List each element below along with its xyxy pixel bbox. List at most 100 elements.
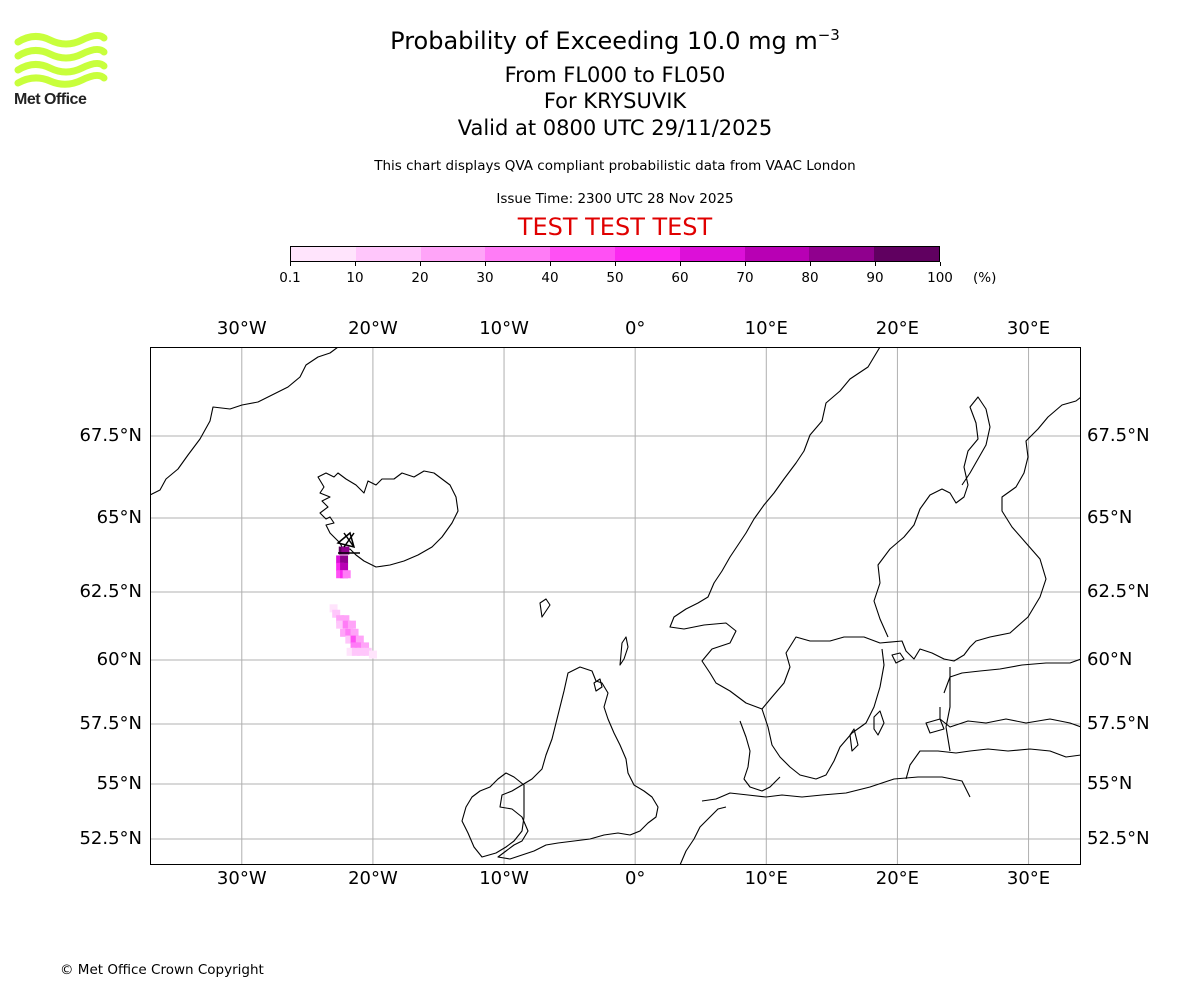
coastline-estonia	[939, 707, 1081, 728]
plume-cell	[346, 647, 355, 656]
longitude-label-bottom: 20°E	[875, 868, 920, 889]
logo-wave-1	[14, 31, 108, 48]
plume-cell	[350, 635, 359, 644]
valid-time: Valid at 0800 UTC 29/11/2025	[457, 116, 773, 140]
plume-cell	[336, 615, 345, 624]
colorbar-tick	[680, 262, 681, 266]
plume-cell	[350, 642, 359, 651]
colorbar-tick-label: 20	[411, 270, 429, 286]
chart-title: Probability of Exceeding 10.0 mg m−3	[390, 26, 840, 55]
coastline-low-countries	[679, 806, 727, 865]
logo-text: Met Office	[14, 91, 87, 108]
test-banner: TEST TEST TEST	[517, 213, 713, 241]
coastline-lithuania	[905, 748, 1081, 780]
latitude-label-right: 60°N	[1087, 649, 1133, 670]
coastline-shetland	[619, 636, 629, 666]
colorbar-tick	[875, 262, 876, 266]
plume-cell	[355, 642, 364, 651]
colorbar-segment	[679, 247, 745, 261]
plume-cell	[340, 628, 349, 637]
plume-cell	[351, 647, 360, 656]
latitude-label-right: 52.5°N	[1087, 828, 1150, 849]
plume-cell	[340, 562, 349, 571]
plume-cell	[363, 647, 372, 656]
colorbar-tick-label: 90	[866, 270, 884, 286]
plume-cell	[332, 609, 341, 618]
plume-cell	[357, 647, 366, 656]
coastline-gulf-of-bothnia	[873, 396, 991, 638]
logo-wave-2	[14, 45, 108, 62]
plume-cell	[345, 628, 354, 637]
coastline-germany-poland	[701, 776, 971, 802]
latitude-label-right: 65°N	[1087, 507, 1133, 528]
longitude-label-top: 0°	[624, 318, 646, 339]
coastline-denmark	[739, 720, 781, 792]
logo-wave-3	[14, 59, 108, 76]
colorbar-segment	[550, 247, 615, 261]
colorbar-segment	[809, 247, 875, 261]
colorbar-unit: (%)	[973, 270, 997, 286]
coastline-aland	[891, 652, 905, 664]
colorbar-tick	[810, 262, 811, 266]
colorbar-tick-label: 0.1	[279, 270, 301, 286]
longitude-label-top: 30°E	[1006, 318, 1051, 339]
plume-cell	[340, 555, 349, 564]
flight-level-range: From FL000 to FL050	[504, 63, 726, 87]
source-cross	[338, 532, 360, 554]
met-office-logo	[14, 31, 108, 88]
colorbar-tick-label: 60	[671, 270, 689, 286]
plume-cell	[342, 620, 351, 629]
coastline-faroe-islands	[539, 598, 551, 618]
longitude-label-bottom: 10°E	[744, 868, 788, 889]
longitude-label-bottom: 30°E	[1006, 868, 1051, 889]
coastline-great-britain	[497, 666, 659, 860]
longitude-label-bottom: 30°W	[216, 868, 267, 889]
copyright-notice: © Met Office Crown Copyright	[60, 962, 264, 978]
latitude-label-right: 62.5°N	[1087, 581, 1150, 602]
colorbar-segment	[420, 247, 486, 261]
longitude-label-top: 10°W	[479, 318, 529, 339]
colorbar-tick	[940, 262, 941, 266]
plume-cell	[342, 570, 351, 579]
plume-cell	[355, 635, 364, 644]
latitude-label-left: 62.5°N	[79, 581, 142, 602]
colorbar-tick-label: 100	[927, 270, 953, 286]
ash-probability-plume	[329, 546, 377, 659]
latitude-label-left: 52.5°N	[79, 828, 142, 849]
coastline-sweden-south	[761, 648, 885, 780]
colorbar-tick-label: 40	[541, 270, 559, 286]
latitude-label-left: 67.5°N	[79, 425, 142, 446]
colorbar-tick-label: 80	[801, 270, 819, 286]
disclaimer-text: This chart displays QVA compliant probab…	[374, 158, 856, 174]
latitude-label-left: 65°N	[96, 507, 142, 528]
colorbar-segment	[485, 247, 551, 261]
coastlines	[150, 347, 1081, 865]
colorbar-tick	[745, 262, 746, 266]
latitude-label-right: 67.5°N	[1087, 425, 1150, 446]
longitude-label-bottom: 10°W	[479, 868, 529, 889]
colorbar-tick-label: 10	[346, 270, 364, 286]
colorbar-segment	[355, 247, 421, 261]
latitude-label-left: 57.5°N	[79, 713, 142, 734]
coastline-orkney	[593, 678, 603, 692]
coastline-scandinavia	[669, 347, 1081, 710]
coastline-baltic-east	[943, 658, 1081, 694]
plume-cell	[329, 604, 338, 613]
volcano-name: For KRYSUVIK	[543, 89, 687, 113]
coastline-ireland	[461, 772, 525, 858]
colorbar-segment	[291, 247, 356, 261]
latitude-label-left: 60°N	[96, 649, 142, 670]
border-east	[945, 667, 951, 752]
longitude-label-bottom: 20°W	[348, 868, 398, 889]
longitude-label-top: 30°W	[216, 318, 267, 339]
colorbar-tick	[355, 262, 356, 266]
colorbar-segment	[874, 247, 939, 261]
coastline-iceland	[317, 470, 459, 568]
logo-wave-4	[14, 71, 108, 88]
colorbar-tick	[615, 262, 616, 266]
map-frame	[150, 347, 1081, 865]
issue-time: Issue Time: 2300 UTC 28 Nov 2025	[496, 191, 734, 207]
latitude-label-right: 55°N	[1087, 773, 1133, 794]
plume-cell	[350, 628, 359, 637]
longitude-label-bottom: 0°	[624, 868, 646, 889]
